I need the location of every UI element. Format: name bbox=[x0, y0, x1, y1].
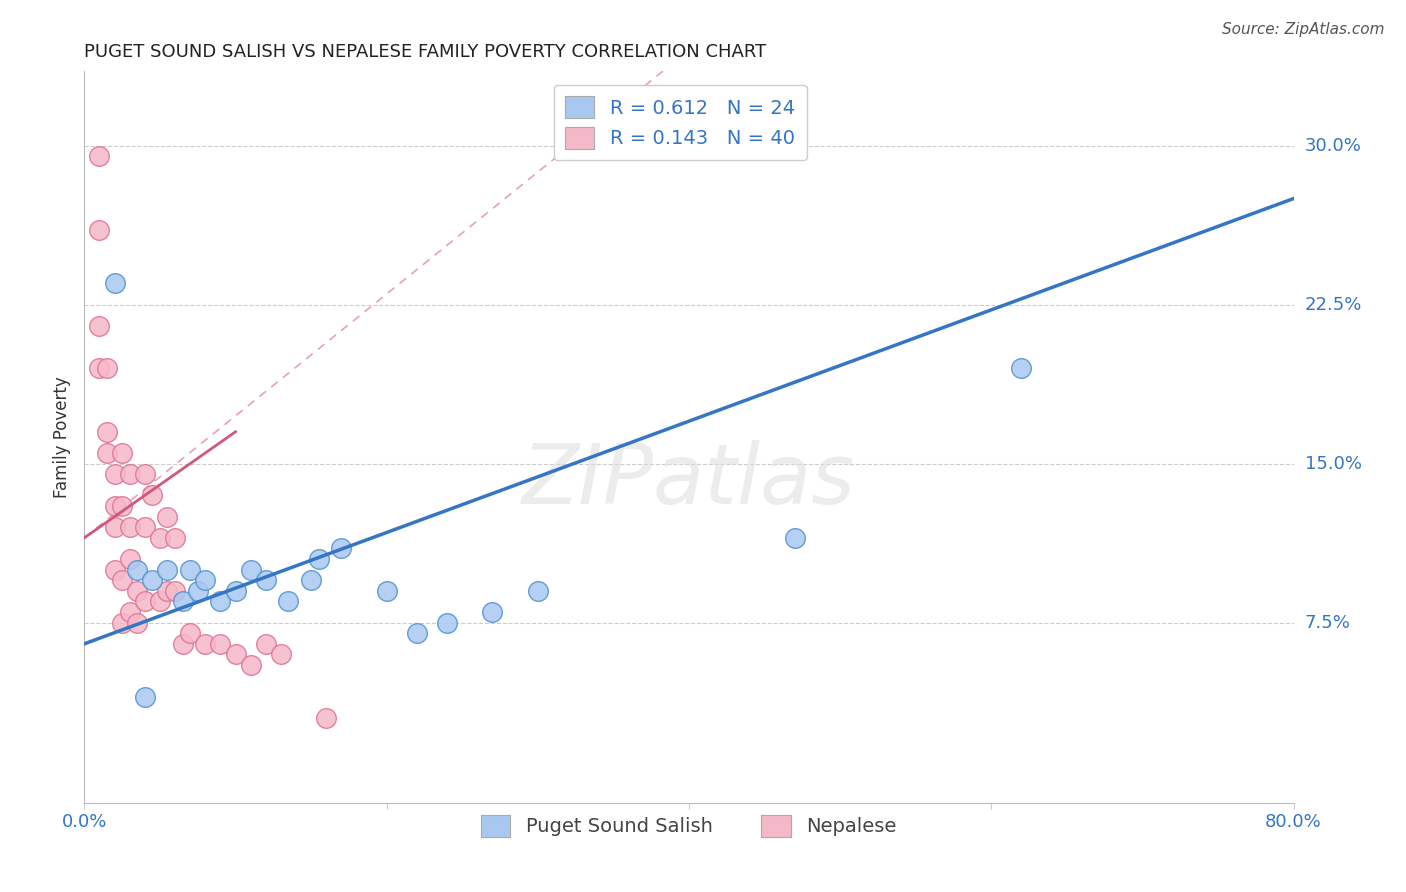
Point bbox=[104, 499, 127, 513]
Point bbox=[209, 594, 232, 608]
Point bbox=[111, 499, 134, 513]
Point bbox=[111, 615, 134, 630]
Point bbox=[149, 531, 172, 545]
Point bbox=[96, 425, 118, 439]
Point bbox=[118, 605, 141, 619]
Point bbox=[156, 563, 179, 577]
Point bbox=[481, 605, 503, 619]
Point bbox=[127, 615, 149, 630]
Point bbox=[254, 637, 277, 651]
Point bbox=[165, 531, 187, 545]
Point bbox=[330, 541, 353, 556]
Point bbox=[111, 573, 134, 587]
Point bbox=[239, 563, 262, 577]
Point bbox=[104, 563, 127, 577]
Point bbox=[179, 626, 201, 640]
Point bbox=[1011, 361, 1033, 376]
Point bbox=[209, 637, 232, 651]
Text: 15.0%: 15.0% bbox=[1305, 455, 1361, 473]
Point bbox=[127, 563, 149, 577]
Point bbox=[118, 552, 141, 566]
Point bbox=[172, 594, 194, 608]
Point bbox=[270, 648, 292, 662]
Point bbox=[89, 223, 111, 237]
Point bbox=[194, 637, 217, 651]
Point bbox=[172, 637, 194, 651]
Point bbox=[104, 277, 127, 291]
Point bbox=[187, 583, 209, 598]
Text: 7.5%: 7.5% bbox=[1305, 614, 1351, 632]
Point bbox=[225, 648, 247, 662]
Point bbox=[156, 509, 179, 524]
Point bbox=[134, 467, 156, 482]
Point bbox=[225, 583, 247, 598]
Point bbox=[527, 583, 550, 598]
Point bbox=[436, 615, 458, 630]
Point bbox=[118, 467, 141, 482]
Point bbox=[239, 658, 262, 673]
Point bbox=[277, 594, 299, 608]
Point bbox=[104, 467, 127, 482]
Point bbox=[315, 711, 337, 725]
Text: 22.5%: 22.5% bbox=[1305, 295, 1362, 314]
Point bbox=[118, 520, 141, 534]
Text: PUGET SOUND SALISH VS NEPALESE FAMILY POVERTY CORRELATION CHART: PUGET SOUND SALISH VS NEPALESE FAMILY PO… bbox=[84, 44, 766, 62]
Point bbox=[89, 318, 111, 333]
Point bbox=[134, 594, 156, 608]
Point bbox=[179, 563, 201, 577]
Point bbox=[104, 520, 127, 534]
Text: 30.0%: 30.0% bbox=[1305, 136, 1361, 154]
Point bbox=[127, 583, 149, 598]
Legend: Puget Sound Salish, Nepalese: Puget Sound Salish, Nepalese bbox=[474, 807, 904, 845]
Point bbox=[96, 446, 118, 460]
Point bbox=[134, 690, 156, 704]
Y-axis label: Family Poverty: Family Poverty bbox=[53, 376, 72, 498]
Point bbox=[149, 594, 172, 608]
Point bbox=[141, 488, 163, 502]
Point bbox=[194, 573, 217, 587]
Text: Source: ZipAtlas.com: Source: ZipAtlas.com bbox=[1222, 22, 1385, 37]
Point bbox=[141, 573, 163, 587]
Point bbox=[406, 626, 429, 640]
Point bbox=[254, 573, 277, 587]
Point bbox=[96, 361, 118, 376]
Point bbox=[375, 583, 398, 598]
Point bbox=[308, 552, 330, 566]
Point bbox=[134, 520, 156, 534]
Point bbox=[299, 573, 322, 587]
Point bbox=[156, 583, 179, 598]
Text: ZIPatlas: ZIPatlas bbox=[522, 441, 856, 522]
Point bbox=[111, 446, 134, 460]
Point bbox=[89, 361, 111, 376]
Point bbox=[783, 531, 806, 545]
Point bbox=[89, 149, 111, 163]
Point bbox=[165, 583, 187, 598]
